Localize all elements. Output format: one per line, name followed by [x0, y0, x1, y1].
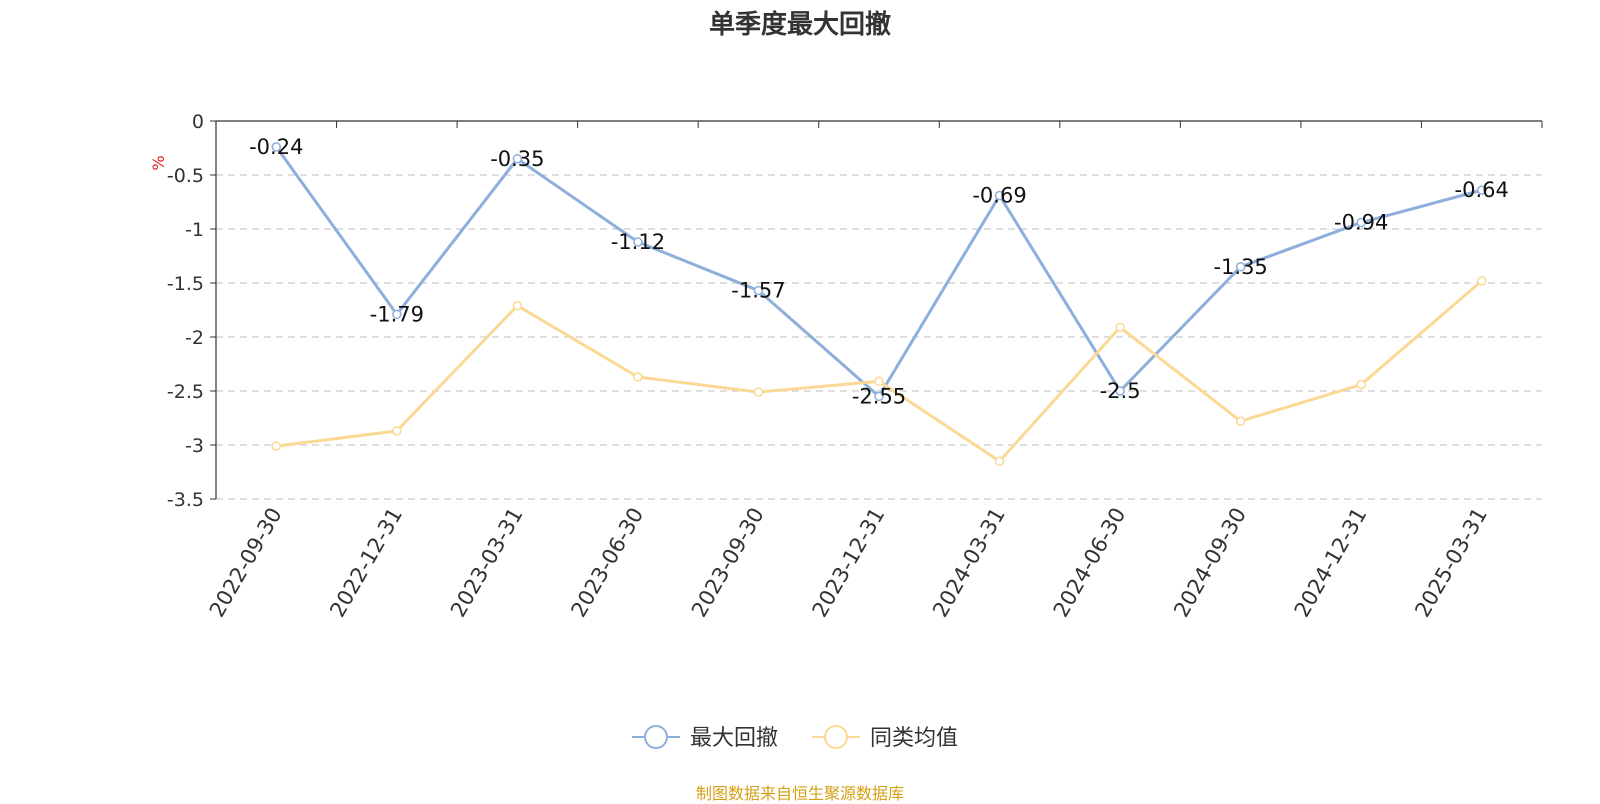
legend-label: 最大回撤 — [690, 726, 778, 751]
legend-label: 同类均值 — [870, 726, 958, 751]
data-point — [1476, 185, 1487, 195]
y-tick-label: -1.5 — [167, 273, 204, 295]
data-point — [271, 441, 282, 451]
x-tick-label: 2024-06-30 — [1049, 504, 1131, 622]
legend-item-0[interactable]: 最大回撤 — [632, 725, 778, 751]
data-point — [1235, 262, 1246, 272]
data-labels: -0.24 -1.79 -0.35 -1.12 -1.57 -2.55 -0.69 -2.5 -… — [249, 135, 1509, 408]
y-tick-label: -1 — [185, 219, 204, 241]
x-tick-label: 2025-03-31 — [1410, 504, 1492, 622]
legend[interactable]: 最大回撤 同类均值 — [632, 725, 958, 751]
data-point — [1356, 217, 1366, 228]
data-source-note: 制图数据来自恒生聚源数据库 — [695, 784, 904, 803]
chart-title: 单季度最大回撤 — [708, 10, 891, 40]
data-point — [1356, 379, 1366, 390]
y-axis-unit-label: % — [149, 155, 168, 170]
data-point — [874, 376, 884, 387]
data-label: -1.35 — [1213, 255, 1267, 279]
x-tick-label: 2023-03-31 — [446, 504, 528, 622]
y-tick-label: -3 — [185, 435, 204, 457]
y-tick-label: -2.5 — [167, 381, 204, 403]
data-label: -0.24 — [249, 135, 303, 159]
data-point — [512, 154, 523, 164]
y-tick-label: -0.5 — [167, 165, 204, 187]
data-label: -1.12 — [611, 230, 665, 254]
data-point — [994, 456, 1005, 466]
data-label: -0.35 — [490, 147, 544, 171]
data-point — [1115, 322, 1125, 333]
data-point — [271, 142, 282, 152]
data-point — [392, 426, 402, 436]
data-point — [633, 372, 643, 382]
x-tick-label: 2023-09-30 — [687, 504, 769, 622]
data-label: -2.5 — [1100, 379, 1141, 403]
y-tick-label: -2 — [185, 327, 204, 349]
legend-circle-icon — [824, 725, 848, 749]
x-tick-label: 2024-09-30 — [1169, 504, 1251, 622]
x-tick-label: 2023-12-31 — [808, 504, 890, 622]
x-tick-label: 2022-09-30 — [205, 504, 287, 622]
series-line-1 — [276, 279, 1483, 463]
x-tick-label: 2022-12-31 — [325, 504, 407, 622]
data-point — [753, 387, 764, 397]
data-label: -0.64 — [1455, 178, 1509, 202]
data-point — [874, 391, 884, 402]
x-tick-label: 2024-03-31 — [928, 504, 1010, 622]
data-point — [1235, 416, 1246, 426]
legend-circle-icon — [644, 725, 668, 749]
data-point — [633, 237, 643, 247]
data-label: -1.57 — [731, 279, 785, 303]
data-label: -0.69 — [972, 184, 1026, 208]
grid-lines — [216, 174, 1542, 500]
y-tick-label: -3.5 — [167, 489, 204, 511]
data-point — [1115, 386, 1125, 396]
series — [271, 142, 1487, 466]
x-tick-label: 2023-06-30 — [566, 504, 648, 622]
data-point — [994, 190, 1005, 201]
data-label: -1.79 — [370, 302, 424, 326]
data-label: -0.94 — [1334, 211, 1388, 235]
data-point — [1476, 276, 1487, 286]
series-line-0 — [275, 146, 1483, 398]
data-point — [753, 285, 764, 296]
y-tick-label: 0 — [192, 111, 204, 133]
data-label: -2.55 — [852, 384, 906, 408]
x-tick-label: 2024-12-31 — [1290, 504, 1372, 622]
data-point — [512, 300, 523, 311]
data-point — [392, 309, 402, 320]
legend-item-1[interactable]: 同类均值 — [812, 725, 958, 751]
